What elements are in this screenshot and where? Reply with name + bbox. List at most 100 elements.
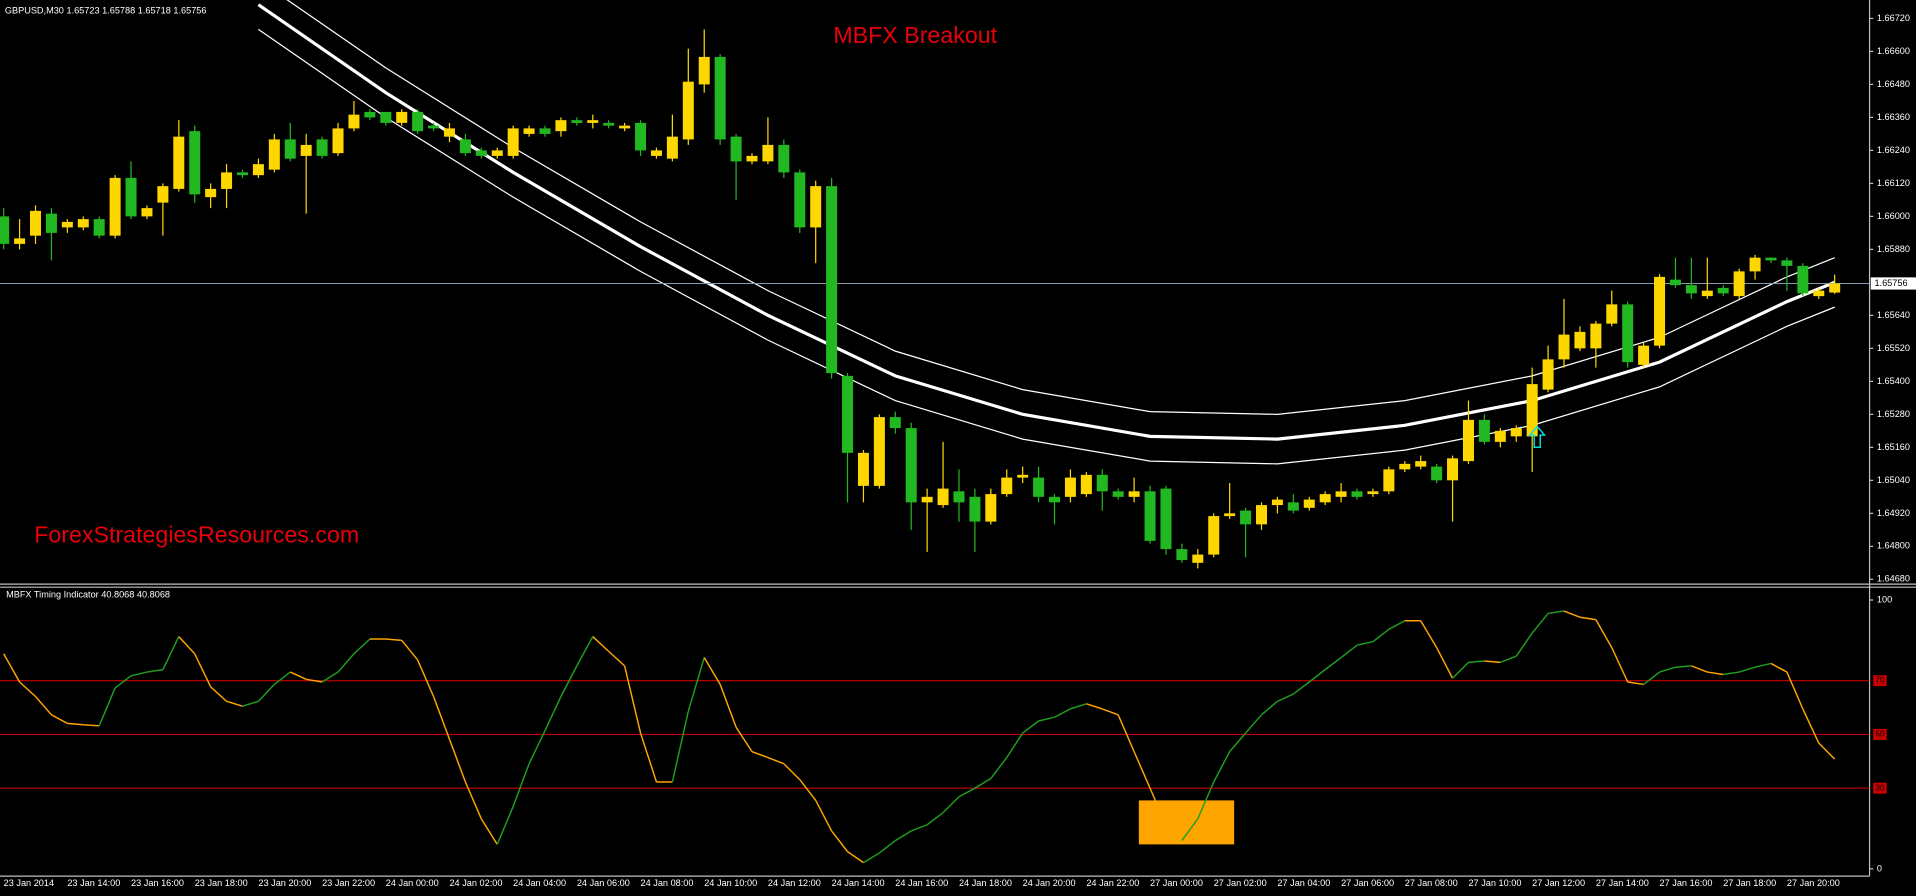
- indicator-segment: [306, 678, 323, 683]
- x-tick-label: 24 Jan 20:00: [1023, 878, 1076, 888]
- candle-body: [1813, 290, 1825, 297]
- candle-body: [61, 221, 73, 228]
- indicator-segment: [114, 675, 132, 689]
- indicator-segment: [528, 730, 546, 765]
- indicator-segment: [1356, 640, 1374, 646]
- indicator-segment: [799, 779, 817, 801]
- indicator-segment: [1484, 660, 1501, 664]
- y-tick-label: 1.65880: [1877, 244, 1910, 254]
- candle-body: [1335, 491, 1347, 497]
- level-label: 50: [1876, 730, 1885, 739]
- x-tick-label: 27 Jan 02:00: [1214, 878, 1267, 888]
- y-tick-label: 1.66600: [1877, 46, 1910, 56]
- indicator-segment: [1452, 661, 1469, 679]
- y-tick-label: 1.64920: [1877, 508, 1910, 518]
- candle-body: [459, 139, 471, 154]
- candle-body: [969, 496, 981, 522]
- candle-body: [300, 144, 312, 156]
- indicator-segment: [719, 684, 737, 728]
- candle-body: [555, 120, 567, 132]
- indicator-segment: [1707, 671, 1724, 676]
- candle-body: [842, 375, 854, 453]
- indicator-segment: [178, 636, 196, 655]
- indicator-segment: [1038, 716, 1055, 722]
- candle-body: [762, 144, 774, 162]
- indicator-segment: [623, 665, 642, 734]
- x-tick-label: 27 Jan 18:00: [1723, 878, 1776, 888]
- indicator-segment: [560, 665, 578, 697]
- candle-body: [1192, 554, 1204, 563]
- candle-body: [810, 186, 822, 228]
- indicator-segment: [1324, 656, 1342, 671]
- indicator-segment: [353, 638, 371, 655]
- candle-body: [1526, 384, 1538, 437]
- indicator-segment: [1531, 612, 1549, 634]
- candle-body: [523, 128, 535, 134]
- indicator-segment: [1500, 655, 1517, 664]
- indicator-segment: [1022, 720, 1040, 734]
- indicator-segment: [1595, 619, 1613, 648]
- indicator-segment: [878, 840, 896, 854]
- candle-body: [1431, 466, 1443, 481]
- indicator-segment: [51, 714, 68, 725]
- candle-body: [1049, 496, 1061, 503]
- indicator-segment: [767, 756, 785, 765]
- candle-body: [1383, 469, 1395, 492]
- indicator-segment: [1086, 703, 1103, 710]
- indicator-segment: [894, 830, 912, 842]
- candle-body: [1176, 549, 1188, 561]
- indicator-segment: [1675, 665, 1692, 668]
- indicator-segment: [321, 671, 339, 683]
- candle-body: [937, 488, 949, 506]
- indicator-panel: [0, 610, 1870, 864]
- indicator-segment: [863, 852, 880, 864]
- indicator-segment: [1149, 787, 1167, 826]
- indicator-segment: [1754, 662, 1772, 668]
- indicator-segment: [1659, 666, 1676, 673]
- x-tick-label: 27 Jan 10:00: [1468, 878, 1521, 888]
- indicator-segment: [512, 763, 530, 807]
- candle-body: [380, 111, 392, 123]
- candle-body: [873, 417, 885, 486]
- level-label: 30: [1876, 783, 1885, 792]
- candle-body: [1606, 304, 1618, 324]
- indicator-segment: [1372, 628, 1390, 643]
- indicator-segment: [831, 830, 849, 853]
- indicator-segment: [958, 787, 976, 798]
- indicator-segment: [926, 812, 944, 826]
- candle-body: [985, 494, 997, 522]
- candle-body: [1351, 491, 1363, 497]
- indicator-segment: [1435, 647, 1454, 679]
- indicator-segment: [1563, 610, 1581, 618]
- candle-body: [109, 177, 121, 236]
- candle-body: [698, 56, 710, 85]
- indicator-segment: [289, 671, 307, 680]
- indicator-segment: [671, 711, 690, 783]
- candle-body: [157, 186, 169, 203]
- indicator-segment: [83, 724, 100, 727]
- x-tick-label: 24 Jan 02:00: [449, 878, 502, 888]
- y-tick-label: 1.65640: [1877, 310, 1910, 320]
- indicator-segment: [687, 657, 705, 712]
- x-tick-label: 27 Jan 08:00: [1405, 878, 1458, 888]
- y-tick-label: 1.66000: [1877, 211, 1910, 221]
- candle-body: [1494, 430, 1506, 442]
- candle-body: [364, 111, 376, 118]
- candle-body: [794, 172, 806, 228]
- x-tick-label: 23 Jan 20:00: [258, 878, 311, 888]
- y-tick-label: 1.65280: [1877, 409, 1910, 419]
- candle-body: [1590, 323, 1602, 349]
- candle-body: [348, 114, 360, 129]
- indicator-segment: [1054, 708, 1071, 718]
- candle-body: [1669, 279, 1681, 286]
- y-tick-label: 1.64800: [1877, 541, 1910, 551]
- indicator-segment: [1786, 671, 1804, 710]
- x-tick-label: 27 Jan 06:00: [1341, 878, 1394, 888]
- candle-body: [1701, 290, 1713, 297]
- indicator-segment: [1308, 669, 1326, 683]
- x-tick-label: 27 Jan 12:00: [1532, 878, 1585, 888]
- indicator-segment: [464, 781, 482, 820]
- level-label-box: [1873, 728, 1887, 740]
- x-tick-label: 24 Jan 14:00: [832, 878, 885, 888]
